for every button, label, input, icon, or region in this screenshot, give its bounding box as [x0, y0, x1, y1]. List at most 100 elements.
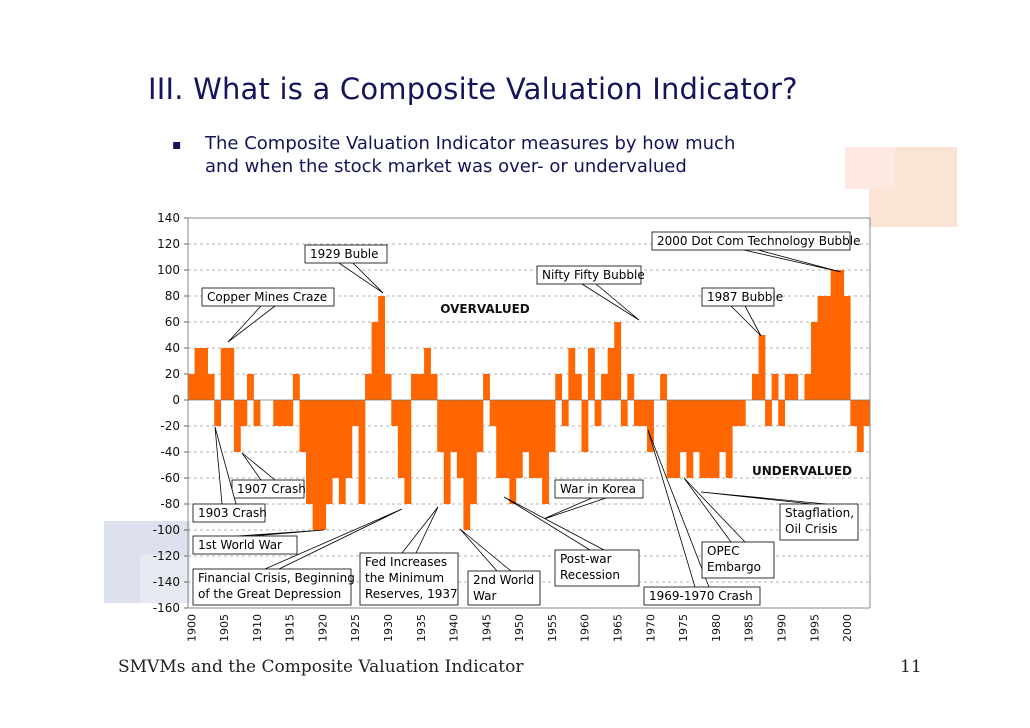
overvalued-label: OVERVALUED — [440, 302, 530, 316]
bar — [574, 374, 582, 400]
x-tick-label: 1900 — [185, 614, 198, 642]
bar — [489, 400, 497, 426]
annotation-text: Stagflation, — [785, 506, 854, 520]
bar — [483, 374, 490, 400]
annotation-box — [701, 287, 775, 307]
bar — [273, 400, 281, 426]
bar — [784, 374, 792, 400]
annotation-pointer — [683, 477, 746, 543]
x-tick-label: 1990 — [775, 614, 788, 642]
annotation-box — [192, 535, 298, 555]
x-tick-label: 1985 — [743, 614, 756, 642]
x-tick-label: 1955 — [546, 614, 559, 642]
bar — [647, 400, 654, 452]
annotation-box — [536, 265, 642, 285]
bar — [443, 400, 451, 504]
bar — [843, 296, 851, 400]
footer-text: SMVMs and the Composite Valuation Indica… — [118, 657, 524, 677]
bar — [338, 400, 346, 504]
annotation-text: 1907 Crash — [237, 482, 306, 496]
y-tick-label: 100 — [157, 263, 180, 277]
x-tick-label: 1970 — [644, 614, 657, 642]
bar — [253, 400, 261, 426]
bar — [660, 374, 668, 400]
bar — [548, 400, 556, 452]
annotation-pointer — [700, 491, 827, 505]
annotation-box — [304, 244, 388, 264]
x-tick-label: 1920 — [316, 614, 329, 642]
x-tick-label: 1965 — [612, 614, 625, 642]
bar — [384, 374, 392, 400]
x-tick-label: 1935 — [415, 614, 428, 642]
bar — [410, 374, 418, 400]
bar — [581, 400, 589, 452]
x-tick-label: 1950 — [513, 614, 526, 642]
bar — [378, 296, 386, 400]
annotation-text: Oil Crisis — [785, 522, 837, 536]
annotation-text: the Minimum — [365, 571, 444, 585]
y-tick-label: 20 — [165, 367, 180, 381]
bar — [791, 374, 799, 400]
x-tick-label: 1945 — [480, 614, 493, 642]
bar — [476, 400, 484, 452]
bar — [529, 400, 536, 478]
bar — [738, 400, 746, 426]
x-tick-label: 1975 — [677, 614, 690, 642]
annotation-text: Recession — [560, 568, 620, 582]
annotation-box — [779, 503, 859, 541]
annotation-pointer — [730, 305, 762, 337]
bullet-line-1: The Composite Valuation Indicator measur… — [205, 133, 736, 154]
bar — [417, 374, 425, 400]
bar — [614, 322, 622, 400]
bar — [850, 400, 858, 426]
bar — [719, 400, 727, 452]
x-tick-label: 1915 — [284, 614, 297, 642]
annotation-pointer — [540, 497, 607, 521]
annotation-pointer — [227, 305, 276, 343]
x-tick-label: 2000 — [841, 614, 854, 642]
bar — [588, 348, 595, 400]
bar — [397, 400, 405, 478]
annotation-text: Copper Mines Craze — [207, 290, 327, 304]
bar — [515, 400, 523, 478]
bar — [706, 400, 713, 478]
annotation-text: of the Great Depression — [198, 587, 341, 601]
bar — [345, 400, 353, 478]
bar — [561, 400, 569, 426]
bar — [319, 400, 327, 530]
annotation-text: 2nd World — [473, 573, 534, 587]
annotation-text: Financial Crisis, Beginning — [198, 571, 355, 585]
annotation-text: 1903 Crash — [198, 506, 267, 520]
annotation-pointer — [241, 452, 276, 481]
bar — [817, 296, 825, 400]
x-tick-label: 1980 — [710, 614, 723, 642]
bar — [365, 374, 372, 400]
y-tick-label: -80 — [160, 497, 180, 511]
x-tick-label: 1995 — [808, 614, 821, 642]
y-tick-label: 0 — [172, 393, 180, 407]
y-tick-label: -140 — [153, 575, 180, 589]
bar — [496, 400, 504, 478]
annotation-box — [651, 231, 851, 251]
bar — [299, 400, 307, 452]
decor-square-top-right-inner — [845, 147, 895, 189]
page-number: 11 — [900, 657, 922, 677]
bar — [594, 400, 602, 426]
annotation-pointer — [647, 429, 710, 588]
bar — [332, 400, 340, 478]
bar — [692, 400, 700, 452]
bar — [424, 348, 431, 400]
bar — [568, 348, 576, 400]
bar — [555, 374, 563, 400]
y-tick-label: 40 — [165, 341, 180, 355]
x-tick-label: 1940 — [448, 614, 461, 642]
annotation-text: 1987 Bubble — [707, 290, 783, 304]
bar — [679, 400, 687, 452]
bar — [765, 400, 772, 426]
bar — [469, 400, 477, 504]
bar — [201, 348, 208, 400]
bullet-marker: ▪ — [172, 137, 182, 153]
bar — [804, 374, 812, 400]
annotation-text: Fed Increases — [365, 555, 447, 569]
